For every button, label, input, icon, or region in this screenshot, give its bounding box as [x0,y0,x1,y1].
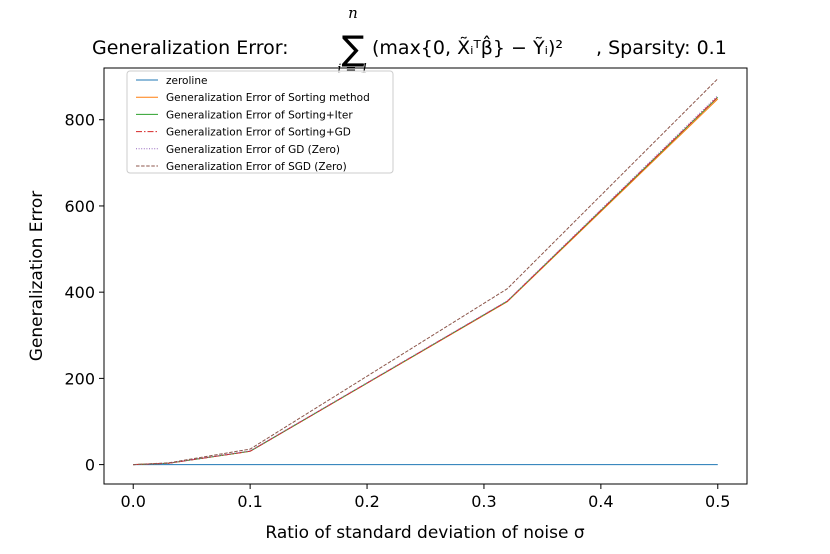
x-tick-label: 0.2 [354,492,379,511]
y-axis: 0 200 400 600 800 [64,111,104,475]
x-tick-label: 0.1 [237,492,262,511]
plot-area [103,67,748,485]
chart-title-suffix: , Sparsity: 0.1 [596,37,727,59]
legend-label-4: Generalization Error of GD (Zero) [166,144,340,156]
legend-items: zeroline Generalization Error of Sorting … [136,75,370,173]
legend-label-3: Generalization Error of Sorting+GD [166,127,351,139]
series-layer [133,78,719,466]
legend-label-2: Generalization Error of Sorting+Iter [166,109,353,121]
legend-label-0: zeroline [166,75,207,87]
y-tick-label: 800 [64,111,95,130]
title-formula-body: (max{0, X̃ᵢᵀβ̂} − Ỹᵢ)² [372,35,563,59]
x-tick-label: 0.0 [121,492,146,511]
y-axis-label: Generalization Error [27,191,47,361]
y-tick-label: 600 [64,197,95,216]
y-tick-label: 0 [85,456,95,475]
chart-title: Generalization Error: n ∑ i = 1 (max{0, … [92,4,727,77]
y-tick-label: 200 [64,369,95,388]
legend-label-1: Generalization Error of Sorting method [166,92,370,104]
x-tick-label: 0.4 [588,492,613,511]
x-axis: 0.0 0.1 0.2 0.3 0.4 0.5 [121,484,730,511]
series-line-5 [133,78,719,466]
legend-label-5: Generalization Error of SGD (Zero) [166,161,347,173]
title-sum-symbol: ∑ [342,29,365,69]
title-sum-upper: n [348,4,358,22]
plot-frame [103,67,748,485]
x-axis-label: Ratio of standard deviation of noise σ [265,523,584,543]
x-tick-label: 0.5 [705,492,730,511]
x-tick-label: 0.3 [471,492,496,511]
series-line-4 [133,95,719,466]
chart-title-prefix: Generalization Error: [92,37,295,59]
legend: zeroline Generalization Error of Sorting … [126,70,394,174]
y-tick-label: 400 [64,283,95,302]
legend-box [126,70,394,174]
